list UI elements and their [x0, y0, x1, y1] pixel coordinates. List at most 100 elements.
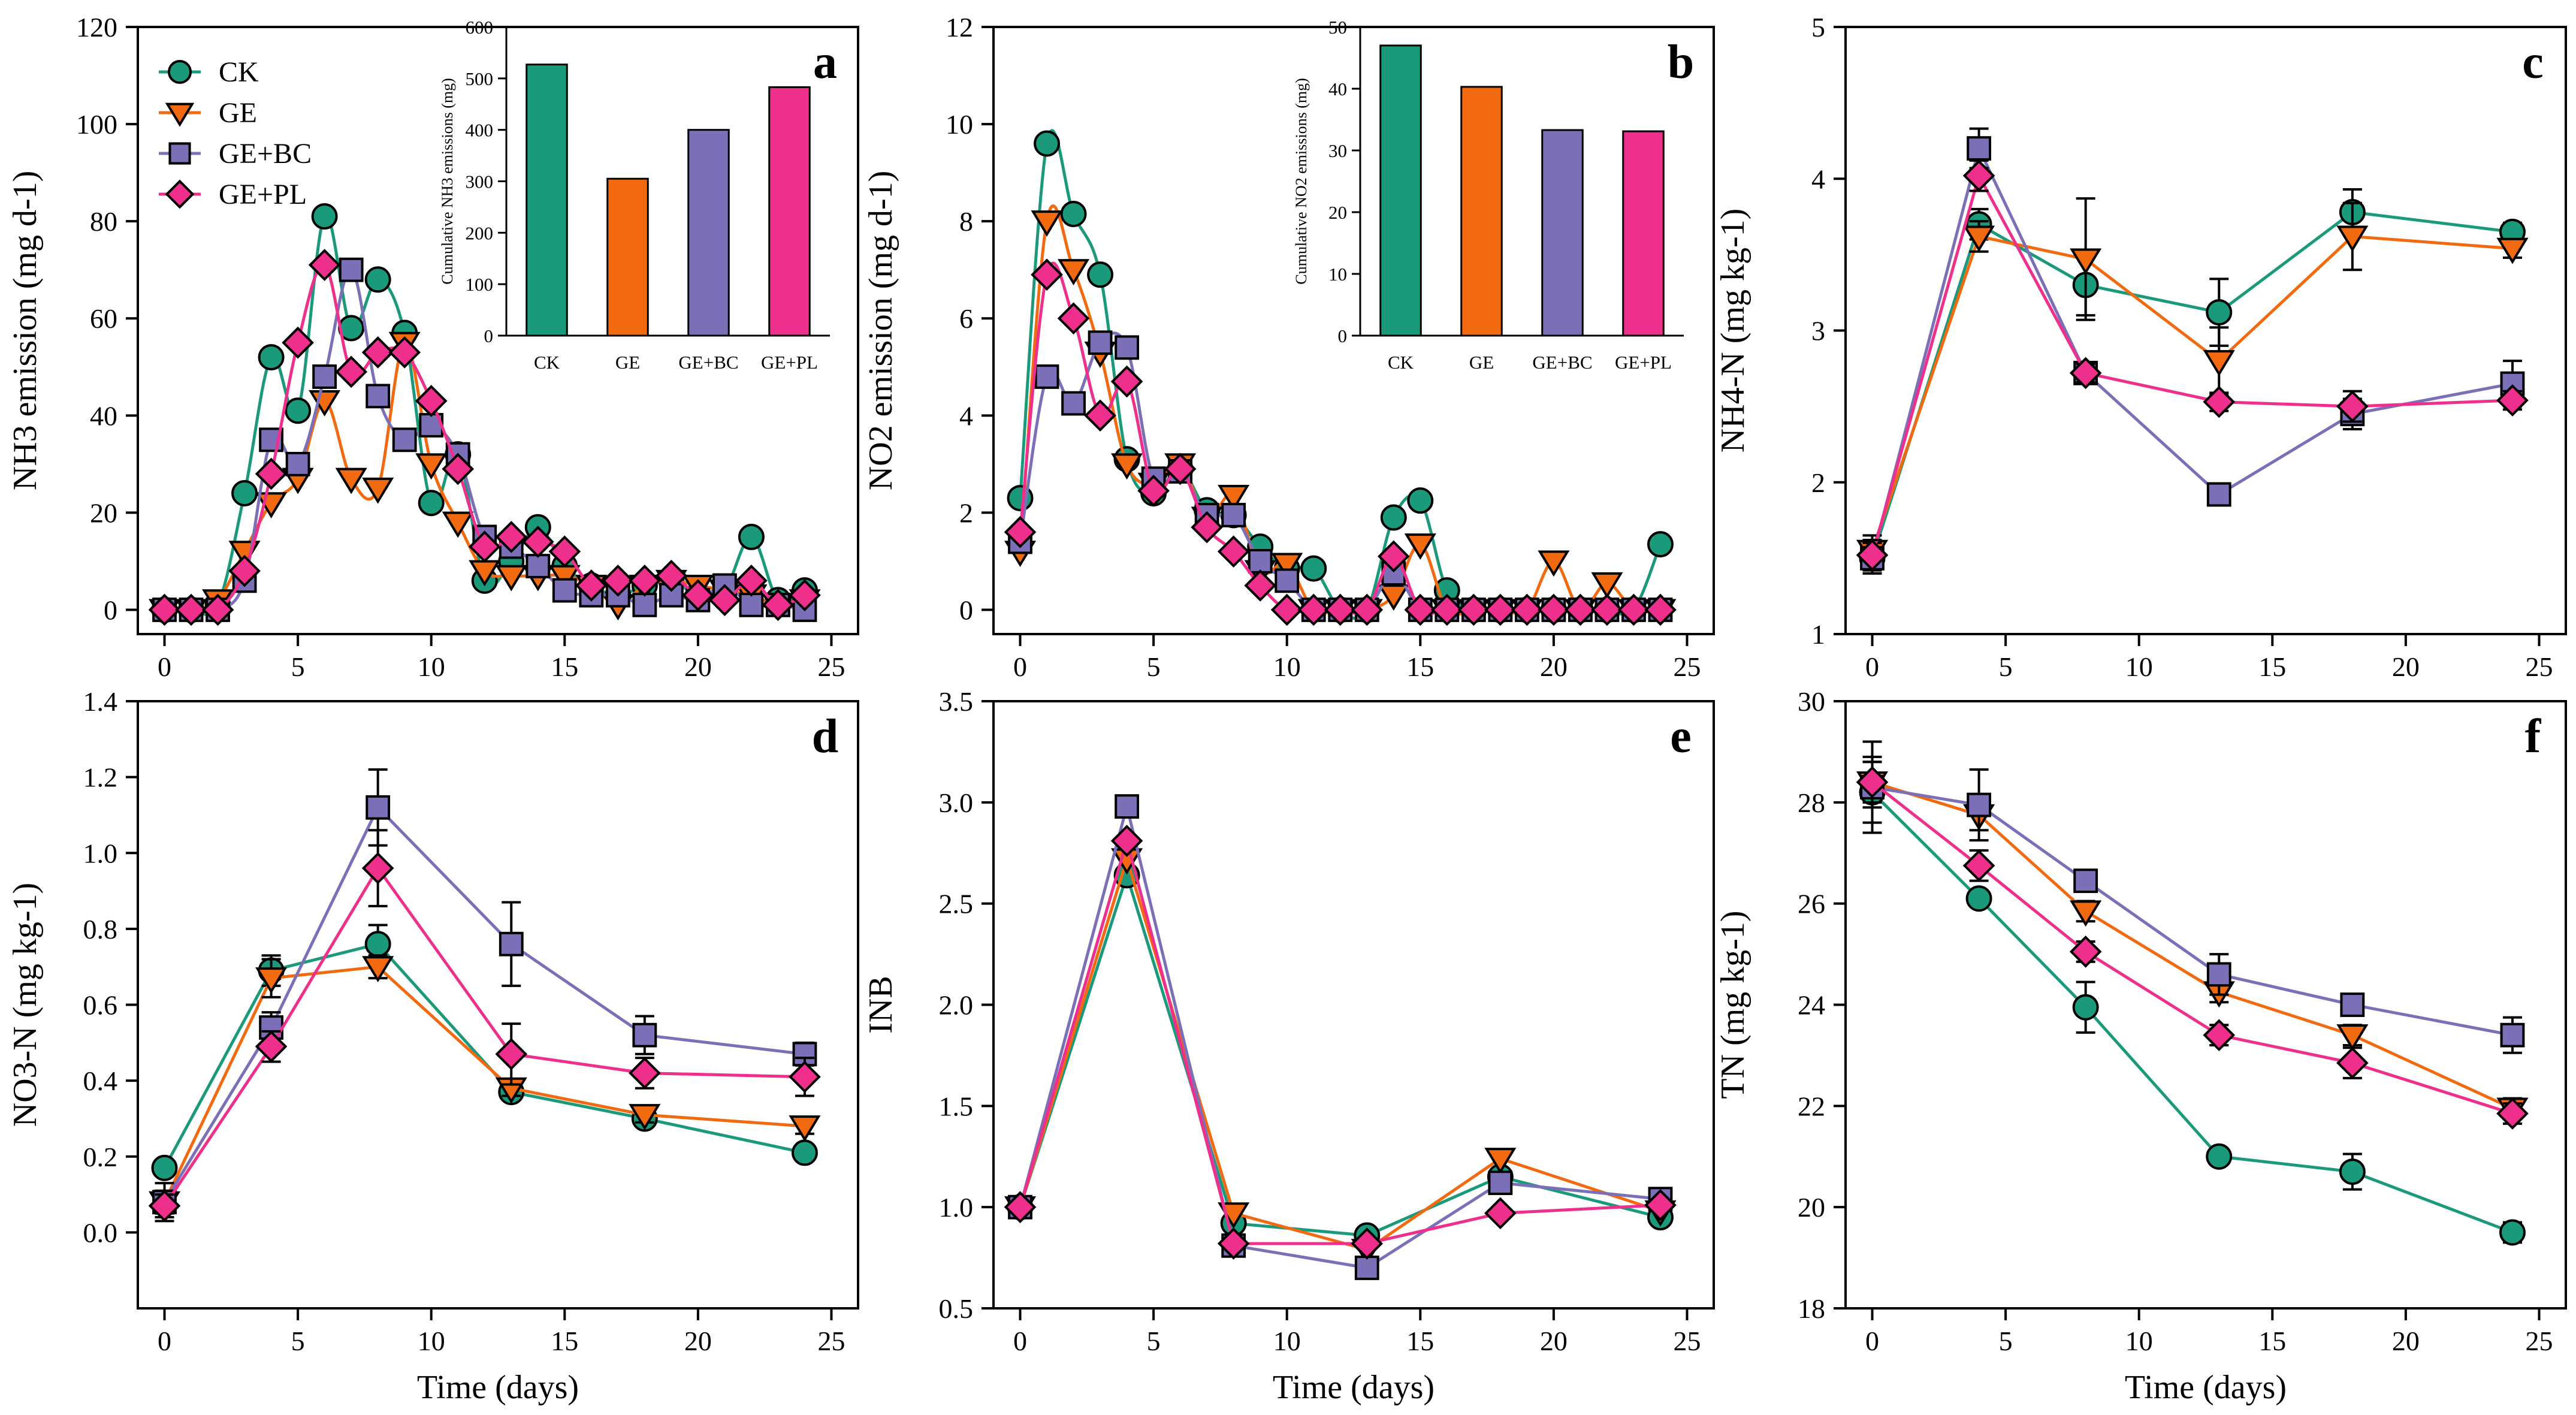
legend-label: CK	[219, 56, 259, 88]
series-ge-bc	[1008, 794, 1673, 1280]
data-point	[495, 521, 528, 553]
data-point	[415, 453, 448, 480]
data-point	[2499, 1219, 2526, 1246]
y-tick-label: 6	[959, 303, 973, 334]
data-point	[1084, 399, 1116, 432]
series-ck	[151, 924, 818, 1181]
series-line	[1019, 835, 1661, 1245]
x-tick-label: 20	[684, 1326, 712, 1356]
legend-marker	[168, 60, 192, 84]
y-tick-label: 26	[1798, 889, 1825, 919]
x-tick-label: 5	[1147, 651, 1161, 682]
x-tick-label: 25	[2525, 1326, 2553, 1356]
data-point	[2069, 936, 2102, 968]
series-line	[1871, 171, 2513, 556]
y-tick-label: 12	[946, 12, 973, 43]
data-point	[1484, 593, 1517, 626]
data-point	[1407, 487, 1434, 514]
legend-marker	[168, 142, 191, 165]
data-point	[2203, 385, 2236, 418]
data-point	[2336, 390, 2369, 423]
data-point	[1270, 593, 1303, 626]
y-tick-label: 20	[90, 497, 117, 528]
data-point	[1856, 539, 1889, 572]
inset-bar-ge-bc	[1541, 129, 1584, 337]
y-tick-label: 4	[959, 400, 973, 431]
inset-y-tick-label: 30	[1328, 140, 1347, 161]
data-point	[442, 511, 474, 538]
legend-label: GE	[219, 97, 257, 129]
series-line	[1871, 781, 2513, 1115]
data-point	[789, 579, 821, 611]
data-point	[308, 249, 341, 281]
y-axis-label: NO2 emission (mg d-1)	[862, 171, 899, 491]
x-tick-label: 15	[2258, 1326, 2286, 1356]
data-point	[392, 427, 417, 452]
data-point	[228, 554, 261, 587]
series-ge-pl	[148, 829, 821, 1222]
data-point	[311, 203, 338, 230]
legend-marker	[165, 179, 195, 209]
y-tick-label: 1.2	[83, 762, 118, 793]
data-point	[738, 523, 765, 550]
data-point	[762, 589, 795, 621]
data-point	[1297, 593, 1330, 626]
data-point	[1564, 593, 1597, 626]
data-point	[1484, 1197, 1517, 1230]
x-tick-label: 20	[2392, 651, 2420, 682]
data-point	[1591, 593, 1623, 626]
data-point	[1963, 225, 1995, 252]
inset-y-tick-label: 300	[466, 171, 494, 192]
inset-y-tick-label: 400	[466, 120, 494, 141]
panel-label: e	[1670, 710, 1692, 763]
data-point	[1538, 593, 1570, 626]
data-point	[1967, 136, 1991, 161]
x-tick-label: 15	[1406, 1326, 1434, 1356]
y-tick-label: 28	[1798, 788, 1825, 818]
data-point	[364, 931, 391, 958]
data-point	[739, 592, 764, 617]
y-tick-label: 0.2	[83, 1142, 118, 1172]
data-point	[258, 344, 285, 371]
data-point	[2336, 225, 2369, 252]
data-point	[2069, 357, 2102, 390]
x-tick-label: 15	[1406, 651, 1434, 682]
inset-y-tick-label: 0	[484, 325, 494, 346]
x-tick-label: 0	[158, 651, 171, 682]
series-line	[1019, 805, 1661, 1270]
data-point	[148, 593, 181, 626]
x-tick-label: 0	[158, 1326, 171, 1356]
series-ge	[1856, 755, 2529, 1124]
y-tick-label: 22	[1798, 1091, 1825, 1121]
y-tick-label: 30	[1798, 686, 1825, 717]
y-tick-label: 1.0	[83, 838, 118, 868]
legend-label: GE+BC	[219, 138, 312, 170]
data-point	[1967, 792, 1991, 817]
inset-y-axis-label: Cumulative NH3 emissions (mg)	[439, 78, 456, 284]
data-point	[1164, 452, 1197, 485]
y-tick-label: 1	[1811, 619, 1825, 650]
legend-label: GE+PL	[219, 179, 307, 210]
data-point	[629, 1057, 661, 1090]
data-point	[2073, 868, 2098, 894]
series-line	[1019, 331, 1660, 614]
plot-frame	[1844, 26, 2567, 635]
data-point	[2339, 1158, 2366, 1185]
x-tick-label: 25	[1673, 651, 1701, 682]
x-tick-label: 25	[817, 1326, 845, 1356]
plot-frame	[1844, 700, 2567, 1310]
data-point	[1244, 569, 1277, 602]
y-tick-label: 20	[1798, 1192, 1825, 1223]
y-axis-label: NH3 emission (mg d-1)	[7, 171, 44, 491]
data-point	[2070, 248, 2102, 275]
x-axis-label: Time (days)	[1273, 1369, 1435, 1406]
x-tick-label: 25	[1673, 1326, 1701, 1356]
data-point	[1538, 550, 1570, 577]
inset-bar-chart: 0 10 20 30 40 50 CK GE GE+BC GE+PL Cumulative NO2 …	[1292, 17, 1684, 373]
y-tick-label: 120	[76, 12, 117, 43]
data-point	[2206, 962, 2231, 987]
inset-y-tick-label: 50	[1328, 17, 1347, 38]
data-point	[1137, 475, 1170, 507]
data-point	[655, 559, 688, 592]
data-point	[789, 1060, 821, 1093]
